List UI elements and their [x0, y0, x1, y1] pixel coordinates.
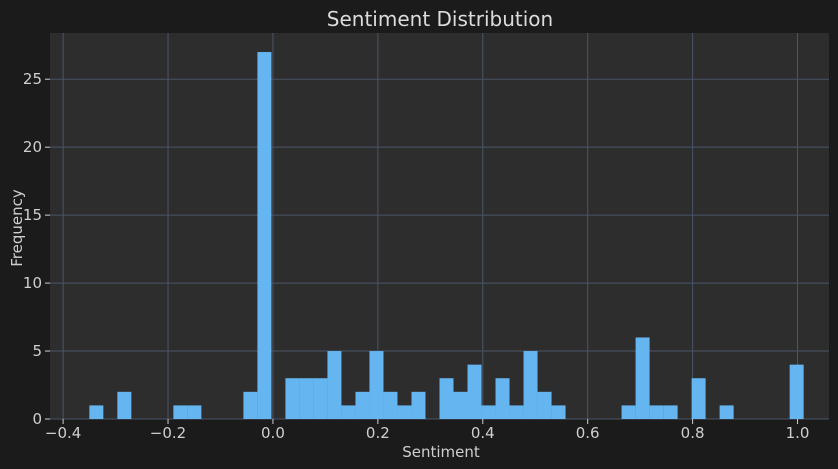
histogram-bar — [719, 405, 734, 419]
histogram-bar — [649, 405, 664, 419]
histogram-bar — [89, 405, 104, 419]
histogram-bar — [495, 378, 510, 419]
histogram-bar — [635, 337, 650, 419]
histogram-bar — [537, 391, 552, 419]
histogram-bar — [327, 351, 342, 419]
histogram-bar — [691, 378, 706, 419]
histogram-bars — [89, 52, 804, 419]
histogram-bar — [257, 52, 272, 419]
histogram-bar — [341, 405, 356, 419]
x-tick-label: 0.6 — [576, 424, 600, 442]
y-axis-label: Frequency — [8, 189, 26, 267]
histogram-bar — [187, 405, 202, 419]
histogram-bar — [117, 391, 132, 419]
histogram-bar — [243, 391, 258, 419]
plot-area — [50, 33, 829, 419]
histogram-bar — [523, 351, 538, 419]
histogram-bar — [411, 391, 426, 419]
x-tick-label: 0.0 — [261, 424, 285, 442]
histogram-bar — [285, 378, 300, 419]
y-axis-ticks: 0 5 10 15 20 25 — [23, 70, 50, 428]
histogram-bar — [369, 351, 384, 419]
histogram-bar — [173, 405, 188, 419]
histogram-bar — [313, 378, 328, 419]
histogram-bar — [355, 391, 370, 419]
histogram-bar — [453, 391, 468, 419]
y-tick-label: 10 — [23, 274, 42, 292]
histogram-bar — [383, 391, 398, 419]
y-tick-label: 5 — [32, 342, 42, 360]
chart-title: Sentiment Distribution — [327, 7, 553, 31]
x-tick-label: 0.4 — [471, 424, 495, 442]
histogram-bar — [663, 405, 678, 419]
y-tick-label: 20 — [23, 138, 42, 156]
histogram-bar — [509, 405, 524, 419]
x-tick-label: −0.4 — [45, 424, 81, 442]
x-tick-label: 0.2 — [366, 424, 390, 442]
histogram-bar — [467, 364, 482, 419]
histogram-bar — [481, 405, 496, 419]
x-tick-label: 1.0 — [786, 424, 810, 442]
grid-lines — [50, 33, 829, 420]
y-tick-label: 0 — [32, 410, 42, 428]
x-tick-label: −0.2 — [150, 424, 186, 442]
histogram-bar — [551, 405, 566, 419]
histogram-bar — [789, 364, 804, 419]
x-axis-ticks: −0.4 −0.2 0.0 0.2 0.4 0.6 0.8 1.0 — [45, 419, 810, 442]
histogram-bar — [439, 378, 454, 419]
x-tick-label: 0.8 — [681, 424, 705, 442]
histogram-bar — [299, 378, 314, 419]
y-tick-label: 25 — [23, 70, 42, 88]
y-tick-label: 15 — [23, 206, 42, 224]
x-axis-label: Sentiment — [402, 443, 480, 461]
histogram-bar — [621, 405, 636, 419]
histogram-bar — [397, 405, 412, 419]
